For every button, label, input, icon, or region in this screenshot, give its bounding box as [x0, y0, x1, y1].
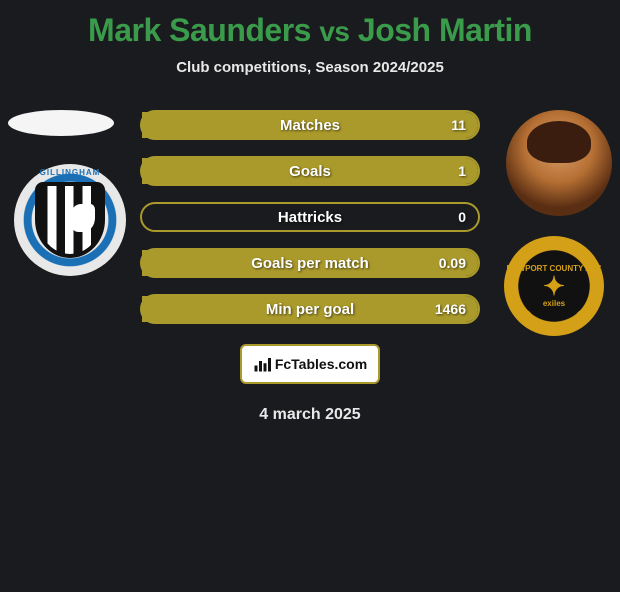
stat-label: Goals per match	[251, 255, 369, 272]
player1-photo	[8, 110, 114, 136]
competition-subtitle: Club competitions, Season 2024/2025	[0, 59, 620, 76]
bar-chart-icon	[253, 355, 271, 373]
stat-row: Goals per match 0.09	[140, 248, 480, 278]
stat-value-right: 1466	[435, 301, 466, 317]
stat-row: Matches 11	[140, 110, 480, 140]
comparison-title: Mark Saunders vs Josh Martin	[0, 12, 620, 49]
stat-value-right: 0	[458, 209, 466, 225]
club2-sub-text: exiles	[506, 299, 601, 308]
stat-rows: Matches 11 Goals 1 Hattricks 0 Goals per match…	[140, 110, 480, 324]
brand-text: FcTables.com	[275, 356, 367, 372]
comparison-content: GILLINGHAM NEWPORT COUNTY AFC ✦ exiles M…	[0, 110, 620, 424]
player2-name: Josh Martin	[358, 12, 532, 48]
brand-box[interactable]: FcTables.com	[240, 344, 380, 384]
club2-inner: NEWPORT COUNTY AFC ✦ exiles	[506, 264, 601, 308]
stat-label: Matches	[280, 117, 340, 134]
player1-club-logo: GILLINGHAM	[14, 164, 126, 276]
stat-label: Goals	[289, 163, 331, 180]
stat-label: Min per goal	[266, 301, 354, 318]
club1-ring-text: GILLINGHAM	[14, 168, 126, 177]
vs-label: vs	[319, 16, 349, 47]
stat-value-right: 0.09	[439, 255, 466, 271]
generated-date: 4 march 2025	[0, 406, 620, 424]
stat-row: Hattricks 0	[140, 202, 480, 232]
stat-value-right: 1	[458, 163, 466, 179]
player1-name: Mark Saunders	[88, 12, 311, 48]
stat-row: Min per goal 1466	[140, 294, 480, 324]
stat-row: Goals 1	[140, 156, 480, 186]
player2-club-logo: NEWPORT COUNTY AFC ✦ exiles	[504, 236, 604, 336]
stat-label: Hattricks	[278, 209, 342, 226]
stat-value-right: 11	[451, 117, 466, 133]
club2-wing-icon: ✦	[506, 273, 601, 299]
club1-shield-icon	[35, 182, 105, 258]
player2-photo	[506, 110, 612, 216]
